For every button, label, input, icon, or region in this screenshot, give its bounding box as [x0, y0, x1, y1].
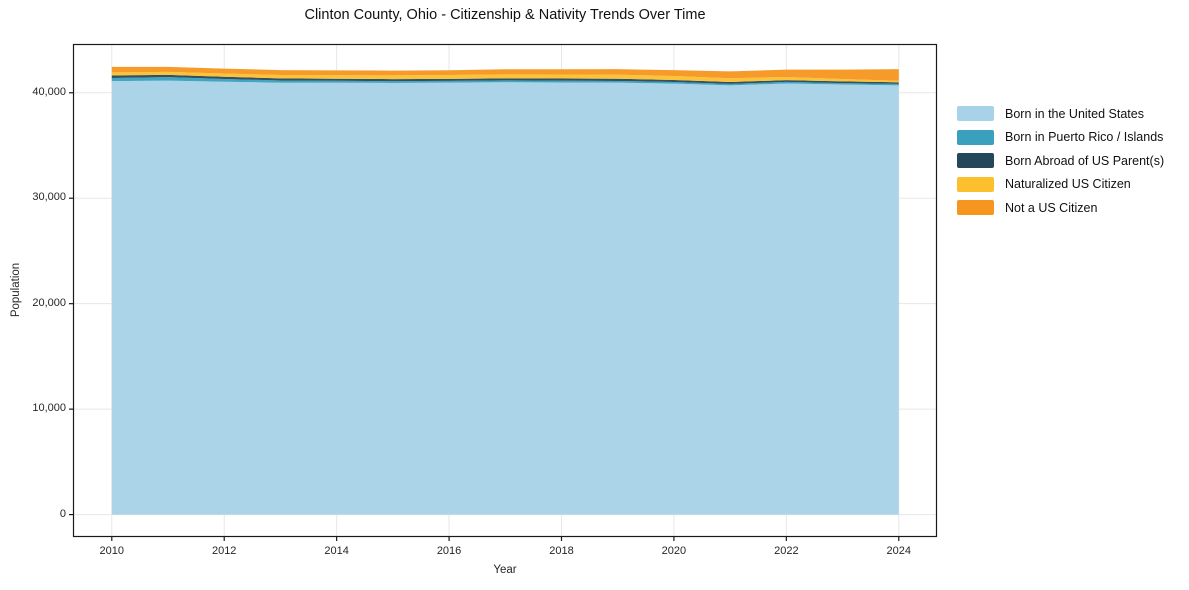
- legend-item-born-abroad-of-us-parent-s: Born Abroad of US Parent(s): [957, 153, 1164, 168]
- area-naturalized-us-citizen: [111, 71, 899, 83]
- legend-label: Born in the United States: [1005, 106, 1144, 121]
- legend-item-naturalized-us-citizen: Naturalized US Citizen: [957, 176, 1164, 192]
- legend-item-born-in-the-united-states: Born in the United States: [957, 106, 1164, 121]
- plot-area: [69, 43, 938, 541]
- legend-swatch: [957, 153, 994, 168]
- legend-swatch: [957, 176, 994, 192]
- x-tick-label: 2010: [99, 545, 125, 557]
- legend-item-born-in-puerto-rico-islands: Born in Puerto Rico / Islands: [957, 129, 1164, 145]
- area-born-abroad-of-us-parent-s: [111, 74, 899, 84]
- legend-label: Not a US Citizen: [1005, 200, 1098, 215]
- x-tick-label: 2020: [661, 545, 687, 557]
- y-tick-label: 30,000: [32, 191, 66, 204]
- axes-frame: [72, 43, 938, 538]
- y-tick-label: 0: [59, 507, 66, 520]
- x-axis-label: Year: [493, 564, 517, 576]
- legend-label: Born Abroad of US Parent(s): [1005, 153, 1165, 168]
- legend-label: Naturalized US Citizen: [1005, 177, 1131, 191]
- area-not-a-us-citizen: [111, 66, 899, 81]
- legend-swatch: [957, 106, 994, 121]
- legend-swatch: [957, 200, 994, 215]
- x-tick-label: 2022: [774, 545, 799, 557]
- legend-item-not-a-us-citizen: Not a US Citizen: [957, 200, 1164, 215]
- x-tick-label: 2012: [211, 545, 237, 557]
- x-tick-label: 2014: [324, 545, 349, 557]
- x-tick-label: 2016: [436, 545, 462, 557]
- chart-title: Clinton County, Ohio - Citizenship & Nat…: [304, 7, 706, 23]
- legend: Born in the United States Born in Puerto …: [957, 106, 1164, 215]
- y-tick-label: 10,000: [32, 402, 66, 415]
- y-tick-label: 40,000: [32, 85, 66, 98]
- x-tick-label: 2018: [549, 545, 574, 557]
- area-born-in-puerto-rico-islands: [111, 77, 899, 86]
- y-tick-label: 20,000: [32, 296, 66, 309]
- area-born-in-the-united-states: [111, 80, 899, 515]
- legend-label: Born in Puerto Rico / Islands: [1005, 130, 1164, 144]
- x-tick-label: 2024: [886, 545, 911, 557]
- y-axis-label: Population: [10, 262, 22, 318]
- legend-swatch: [957, 129, 994, 145]
